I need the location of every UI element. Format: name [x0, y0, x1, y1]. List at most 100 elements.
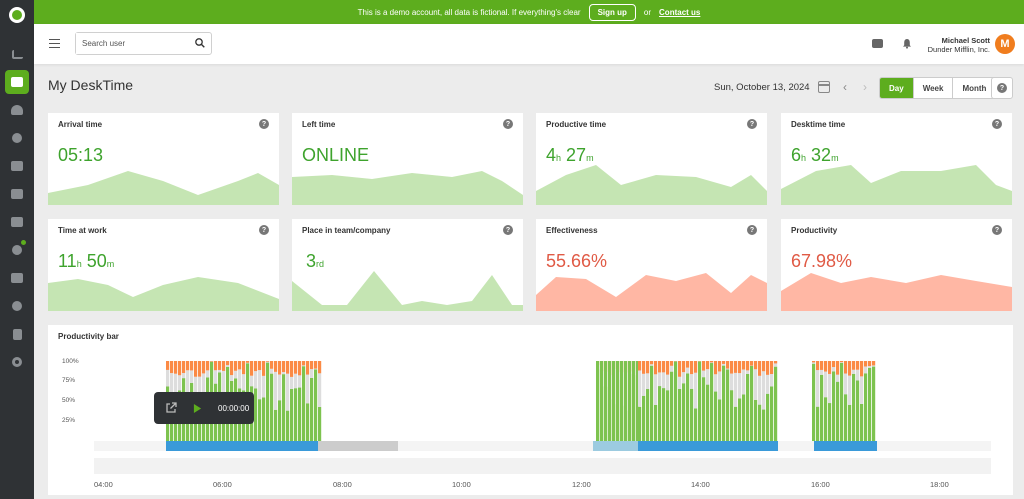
help-icon[interactable]: ? [992, 225, 1002, 235]
calendar-icon[interactable] [818, 81, 830, 93]
bar-unproductive [174, 361, 178, 374]
bar-unproductive [738, 361, 742, 374]
bar-unproductive [310, 361, 314, 370]
bar-neutral [318, 373, 322, 407]
bar-neutral [270, 368, 274, 374]
sidebar-timer-icon[interactable] [5, 238, 29, 262]
help-button[interactable]: ? [991, 77, 1013, 99]
sidebar-settings-icon[interactable] [5, 350, 29, 374]
bar-productive [262, 397, 266, 441]
bar-productive [318, 406, 322, 441]
help-icon[interactable]: ? [747, 119, 757, 129]
bell-icon[interactable] [902, 38, 912, 49]
bar-unproductive [746, 361, 750, 371]
bar-unproductive [678, 361, 682, 377]
bar-unproductive [730, 361, 734, 374]
prev-day-icon[interactable]: ‹ [843, 80, 847, 94]
sidebar-documents-icon[interactable] [5, 322, 29, 346]
x-label: 04:00 [94, 480, 113, 489]
bar-productive [628, 361, 632, 441]
play-icon[interactable] [193, 403, 202, 414]
help-icon[interactable]: ? [747, 225, 757, 235]
timeline-track [94, 441, 991, 451]
card-title: Place in team/company [302, 226, 391, 235]
user-info[interactable]: Michael Scott Dunder Mifflin, Inc. [928, 36, 990, 54]
search-input[interactable] [76, 33, 186, 54]
sidebar-my-desktime-icon[interactable] [5, 70, 29, 94]
bar-unproductive [226, 361, 230, 366]
bar-neutral [710, 362, 714, 364]
sidebar-screenshots-icon[interactable] [5, 154, 29, 178]
bar-neutral [654, 374, 658, 405]
help-icon[interactable]: ? [503, 119, 513, 129]
bar-unproductive [218, 361, 222, 370]
card-value: 4h 27m [546, 145, 594, 165]
bar-neutral [178, 375, 182, 391]
bar-productive [600, 361, 604, 441]
bar-neutral [666, 374, 670, 391]
date-label: Sun, October 13, 2024 [714, 82, 810, 93]
tab-day[interactable]: Day [880, 78, 913, 98]
bar-unproductive [762, 361, 766, 372]
bar-unproductive [262, 361, 266, 376]
bar-neutral [278, 374, 282, 401]
bar-neutral [706, 369, 710, 385]
help-icon[interactable]: ? [259, 225, 269, 235]
menu-icon[interactable] [49, 39, 60, 48]
bar-productive [860, 403, 864, 441]
bar-neutral [170, 373, 174, 399]
card-sparkline [292, 271, 523, 311]
bar-unproductive [202, 361, 206, 374]
sidebar-calendar-icon[interactable] [5, 210, 29, 234]
contact-us-link[interactable]: Contact us [659, 7, 701, 17]
sidebar-team-icon[interactable] [5, 98, 29, 122]
signup-button[interactable]: Sign up [588, 3, 636, 21]
bar-productive [654, 404, 658, 441]
bar-productive [258, 399, 262, 441]
bar-productive [278, 400, 282, 441]
search-icon[interactable] [195, 38, 205, 48]
desktime-logo[interactable] [9, 7, 25, 23]
next-day-icon[interactable]: › [863, 80, 867, 94]
card-value: 67.98% [791, 251, 853, 271]
y-label: 50% [62, 397, 76, 404]
page-title: My DeskTime [48, 77, 134, 93]
help-icon[interactable]: ? [259, 119, 269, 129]
bar-neutral [658, 372, 662, 387]
sidebar-pie-icon[interactable] [5, 294, 29, 318]
bar-productive [730, 390, 734, 441]
timeline-idle [318, 441, 398, 451]
bar-unproductive [290, 361, 294, 377]
bar-productive [620, 361, 624, 441]
sidebar-projects-icon[interactable] [5, 182, 29, 206]
card-title: Productivity [791, 226, 838, 235]
bar-productive [754, 399, 758, 441]
timeline-track-secondary [94, 458, 991, 474]
bar-productive [174, 407, 178, 441]
bar-productive [670, 371, 674, 441]
bar-unproductive [868, 361, 872, 367]
x-label: 14:00 [691, 480, 710, 489]
help-icon[interactable]: ? [503, 225, 513, 235]
bar-neutral [638, 370, 642, 407]
sidebar-reports-icon[interactable] [5, 42, 29, 66]
sidebar-briefcase-icon[interactable] [5, 266, 29, 290]
tab-week[interactable]: Week [912, 78, 953, 98]
bar-unproductive [710, 361, 714, 363]
bar-unproductive [246, 361, 250, 363]
bar-unproductive [294, 361, 298, 374]
card-place-in-team: Place in team/company ? 3rd [292, 219, 523, 311]
timeline-active [166, 441, 318, 451]
external-link-icon[interactable] [165, 402, 177, 414]
productivity-chart[interactable] [48, 325, 1013, 495]
bar-productive [608, 361, 612, 441]
bar-neutral [266, 361, 270, 363]
tab-month[interactable]: Month [952, 78, 996, 98]
help-icon[interactable]: ? [992, 119, 1002, 129]
avatar[interactable]: M [995, 34, 1015, 54]
bar-productive [868, 367, 872, 441]
bar-unproductive [682, 361, 686, 373]
chat-icon[interactable] [872, 39, 883, 48]
card-title: Desktime time [791, 120, 846, 129]
sidebar-user-icon[interactable] [5, 126, 29, 150]
